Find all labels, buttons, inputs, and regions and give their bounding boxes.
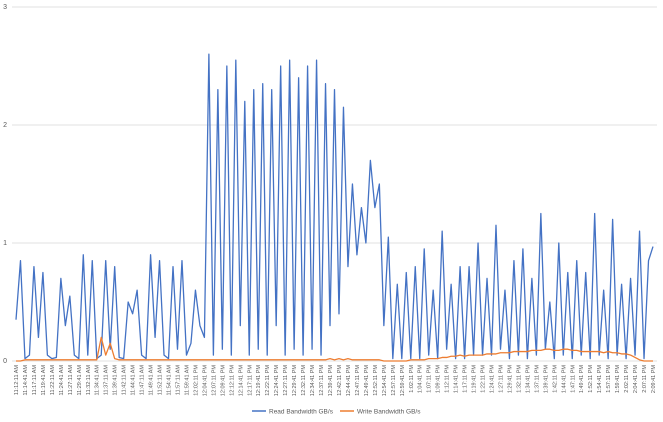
x-tick-label: 1:29:41 PM <box>507 365 513 394</box>
x-tick-label: 11:27:11 AM <box>68 365 74 395</box>
legend-label: Read Bandwidth GB/s <box>269 409 334 416</box>
x-tick-label: 11:44:41 AM <box>131 365 137 396</box>
y-tick-label: 2 <box>3 122 7 129</box>
x-tick-label: 12:24:41 PM <box>274 365 280 397</box>
x-tick-label: 12:57:11 PM <box>391 365 397 396</box>
x-tick-label: 12:39:41 PM <box>328 365 334 397</box>
x-tick-label: 1:17:11 PM <box>463 365 469 393</box>
x-tick-label: 11:57:11 AM <box>175 365 181 395</box>
x-tick-label: 1:39:41 PM <box>543 365 549 394</box>
x-tick-label: 1:32:11 PM <box>516 365 522 393</box>
x-tick-label: 1:04:41 PM <box>418 365 424 394</box>
x-tick-label: 11:29:41 AM <box>77 365 83 396</box>
x-tick-label: 11:34:41 AM <box>95 365 101 396</box>
x-tick-label: 12:59:41 PM <box>400 365 406 397</box>
x-tick-label: 1:57:11 PM <box>606 365 612 393</box>
x-tick-label: 1:44:41 PM <box>561 365 567 394</box>
x-tick-label: 11:52:11 AM <box>158 365 164 395</box>
x-tick-label: 12:17:11 PM <box>247 365 253 396</box>
x-tick-label: 1:37:11 PM <box>534 365 540 393</box>
x-tick-label: 12:47:11 PM <box>355 365 361 396</box>
x-tick-label: 1:47:11 PM <box>570 365 576 393</box>
x-tick-label: 2:04:41 PM <box>633 365 639 394</box>
x-tick-label: 1:02:11 PM <box>409 365 415 393</box>
x-tick-label: 12:04:41 PM <box>202 365 208 397</box>
x-tick-label: 12:54:41 PM <box>382 365 388 397</box>
x-tick-label: 1:09:41 PM <box>436 365 442 394</box>
legend-label: Write Bandwidth GB/s <box>357 409 421 416</box>
y-tick-label: 1 <box>3 240 7 247</box>
x-tick-label: 12:29:41 PM <box>292 365 298 397</box>
x-tick-label: 1:49:41 PM <box>579 365 585 394</box>
x-tick-label: 12:02:11 PM <box>193 365 199 396</box>
x-tick-label: 12:52:11 PM <box>373 365 379 396</box>
x-tick-label: 11:22:11 AM <box>50 365 56 395</box>
x-tick-label: 12:12:11 PM <box>229 365 235 396</box>
x-tick-label: 2:02:11 PM <box>624 365 630 393</box>
x-tick-label: 1:14:41 PM <box>454 365 460 394</box>
x-tick-label: 11:47:11 AM <box>140 365 146 395</box>
x-tick-label: 11:42:11 AM <box>122 365 128 395</box>
x-tick-label: 2:09:41 PM <box>651 365 657 394</box>
x-tick-label: 1:22:11 PM <box>481 365 487 393</box>
x-tick-label: 11:37:11 AM <box>104 365 110 395</box>
x-tick-label: 11:19:41 AM <box>41 365 47 396</box>
x-tick-label: 2:07:11 PM <box>642 365 648 393</box>
x-tick-label: 1:52:11 PM <box>588 365 594 393</box>
x-tick-label: 11:39:41 AM <box>113 365 119 396</box>
x-tick-label: 12:27:11 PM <box>283 365 289 396</box>
x-tick-label: 12:09:41 PM <box>220 365 226 397</box>
x-tick-label: 12:19:41 PM <box>256 365 262 397</box>
x-tick-label: 1:59:41 PM <box>615 365 621 394</box>
x-tick-label: 1:07:11 PM <box>427 365 433 393</box>
x-tick-label: 12:14:41 PM <box>238 365 244 397</box>
x-tick-label: 11:24:41 AM <box>59 365 65 396</box>
x-tick-label: 1:34:41 PM <box>525 365 531 394</box>
x-tick-label: 12:42:11 PM <box>337 365 343 396</box>
x-tick-label: 11:32:11 AM <box>86 365 92 395</box>
x-tick-label: 11:54:41 AM <box>167 365 173 396</box>
y-tick-label: 3 <box>3 4 7 11</box>
x-tick-label: 1:27:11 PM <box>498 365 504 393</box>
x-tick-label: 12:34:41 PM <box>310 365 316 397</box>
x-tick-label: 1:24:41 PM <box>490 365 496 394</box>
x-tick-label: 1:42:11 PM <box>552 365 558 393</box>
x-tick-label: 12:44:41 PM <box>346 365 352 397</box>
x-tick-label: 1:19:41 PM <box>472 365 478 394</box>
y-tick-label: 0 <box>3 358 7 365</box>
x-tick-label: 12:49:41 PM <box>364 365 370 397</box>
x-tick-label: 11:49:41 AM <box>149 365 155 396</box>
x-tick-label: 11:14:41 AM <box>23 365 29 396</box>
x-tick-label: 11:17:11 AM <box>32 365 38 395</box>
x-tick-label: 12:22:11 PM <box>265 365 271 396</box>
x-tick-label: 1:12:11 PM <box>445 365 451 393</box>
x-tick-label: 12:07:11 PM <box>211 365 217 396</box>
x-tick-label: 12:32:11 PM <box>301 365 307 396</box>
x-tick-label: 11:59:41 AM <box>184 365 190 396</box>
x-tick-label: 1:54:41 PM <box>597 365 603 394</box>
series-line <box>16 336 653 362</box>
series-line <box>15 53 654 360</box>
x-tick-label: 11:12:11 AM <box>14 365 20 395</box>
x-tick-label: 12:37:11 PM <box>319 365 325 396</box>
